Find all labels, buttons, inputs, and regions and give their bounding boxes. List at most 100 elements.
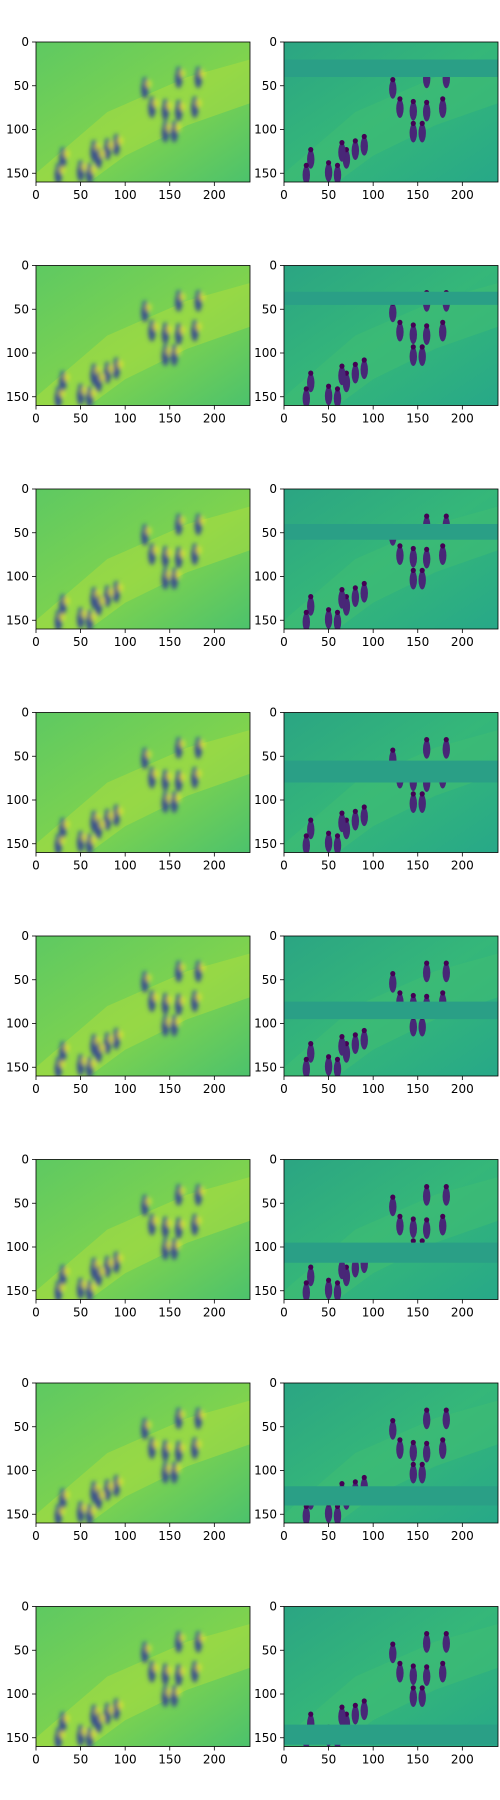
y-tick-label: 100 xyxy=(6,570,29,584)
y-tick-label: 100 xyxy=(254,1464,277,1478)
y-tick-label: 0 xyxy=(21,1600,29,1614)
y-tick-label: 100 xyxy=(254,1017,277,1031)
y-tick-label: 0 xyxy=(269,35,277,49)
image-panel-r5-c2: 0 50 100 150 200 0 50 100 150 xyxy=(254,929,498,1096)
x-tick-label: 200 xyxy=(203,412,226,426)
x-tick-label: 50 xyxy=(321,1306,336,1320)
x-tick-label: 0 xyxy=(32,412,40,426)
y-tick-label: 100 xyxy=(6,793,29,807)
y-tick-label: 150 xyxy=(6,1284,29,1298)
y-tick-label: 50 xyxy=(14,1420,29,1434)
x-tick-label: 200 xyxy=(451,1753,474,1767)
y-tick-label: 100 xyxy=(6,1017,29,1031)
y-tick-label: 100 xyxy=(254,1687,277,1701)
image-panel-r1-c1: 0 50 100 150 200 0 50 100 150 xyxy=(6,35,250,202)
x-tick-label: 200 xyxy=(203,1753,226,1767)
y-tick-label: 150 xyxy=(6,1507,29,1521)
y-tick-label: 50 xyxy=(14,749,29,763)
image-panel-r1-c2: 0 50 100 150 200050100150 xyxy=(254,35,498,202)
x-tick-label: 200 xyxy=(203,1306,226,1320)
x-tick-label: 100 xyxy=(114,1529,137,1543)
x-tick-label: 50 xyxy=(73,1529,88,1543)
y-tick-label: 50 xyxy=(14,973,29,987)
x-tick-label: 50 xyxy=(73,1306,88,1320)
image-panel-r5-c1: 0 50 100 150 200050100150 xyxy=(6,929,250,1096)
x-tick-label: 200 xyxy=(203,635,226,649)
x-tick-label: 200 xyxy=(203,1082,226,1096)
y-tick-label: 0 xyxy=(269,1376,277,1390)
x-tick-label: 100 xyxy=(362,412,385,426)
image-content xyxy=(284,266,498,408)
x-tick-label: 50 xyxy=(321,635,336,649)
y-tick-label: 50 xyxy=(262,526,277,540)
masked-band xyxy=(284,292,498,305)
x-tick-label: 150 xyxy=(406,1753,429,1767)
x-tick-label: 0 xyxy=(280,188,288,202)
y-tick-label: 0 xyxy=(21,1376,29,1390)
x-tick-label: 100 xyxy=(362,635,385,649)
image-content xyxy=(36,42,250,184)
y-tick-label: 0 xyxy=(21,35,29,49)
y-tick-label: 50 xyxy=(14,1643,29,1657)
x-tick-label: 100 xyxy=(362,1529,385,1543)
image-content xyxy=(36,1383,250,1525)
x-tick-label: 150 xyxy=(158,859,181,873)
image-content xyxy=(284,713,498,855)
x-tick-label: 0 xyxy=(32,1753,40,1767)
y-tick-label: 100 xyxy=(254,793,277,807)
x-tick-label: 50 xyxy=(321,188,336,202)
y-tick-label: 150 xyxy=(6,390,29,404)
y-tick-label: 50 xyxy=(262,1196,277,1210)
image-content xyxy=(284,1383,498,1525)
x-tick-label: 50 xyxy=(321,412,336,426)
x-tick-label: 200 xyxy=(451,412,474,426)
x-tick-label: 50 xyxy=(73,412,88,426)
y-tick-label: 150 xyxy=(254,613,277,627)
image-panel-r4-c1: 0 50 100 150 200050100150 xyxy=(6,706,250,873)
image-panel-r7-c2: 0 50 100 150 200050100150 xyxy=(254,1376,498,1543)
y-tick-label: 150 xyxy=(6,1731,29,1745)
y-tick-label: 150 xyxy=(254,166,277,180)
y-tick-label: 150 xyxy=(6,837,29,851)
x-tick-label: 200 xyxy=(451,188,474,202)
x-tick-label: 0 xyxy=(32,188,40,202)
x-tick-label: 0 xyxy=(280,1753,288,1767)
x-tick-label: 150 xyxy=(158,1529,181,1543)
image-panel-r8-c1: 0 50 100 150 200 0 50 100 150 xyxy=(6,1600,250,1767)
y-tick-label: 150 xyxy=(254,1284,277,1298)
x-tick-label: 100 xyxy=(114,635,137,649)
y-tick-label: 0 xyxy=(21,1153,29,1167)
x-tick-label: 200 xyxy=(203,188,226,202)
masked-band xyxy=(284,524,498,540)
x-tick-label: 150 xyxy=(406,1306,429,1320)
y-tick-label: 0 xyxy=(21,259,29,273)
x-tick-label: 150 xyxy=(406,188,429,202)
x-tick-label: 50 xyxy=(73,859,88,873)
image-panel-r3-c2: 0 50 100 150 200050100150 xyxy=(254,482,498,649)
x-tick-label: 200 xyxy=(451,859,474,873)
x-tick-label: 200 xyxy=(203,859,226,873)
y-tick-label: 150 xyxy=(254,837,277,851)
x-tick-label: 0 xyxy=(280,859,288,873)
y-tick-label: 150 xyxy=(6,613,29,627)
y-tick-label: 50 xyxy=(14,302,29,316)
x-tick-label: 150 xyxy=(406,1529,429,1543)
y-tick-label: 0 xyxy=(269,259,277,273)
x-tick-label: 150 xyxy=(158,1753,181,1767)
x-tick-label: 100 xyxy=(362,188,385,202)
y-tick-label: 100 xyxy=(254,570,277,584)
image-panel-r3-c1: 0 50 100 150 200050100150 xyxy=(6,482,250,649)
y-tick-label: 50 xyxy=(262,79,277,93)
x-tick-label: 100 xyxy=(114,859,137,873)
image-content xyxy=(36,266,250,408)
y-tick-label: 100 xyxy=(254,1240,277,1254)
y-tick-label: 0 xyxy=(269,1600,277,1614)
image-content xyxy=(284,1160,498,1302)
x-tick-label: 150 xyxy=(158,1082,181,1096)
x-tick-label: 150 xyxy=(406,1082,429,1096)
y-tick-label: 150 xyxy=(254,1060,277,1074)
x-tick-label: 100 xyxy=(362,859,385,873)
x-tick-label: 0 xyxy=(32,1529,40,1543)
image-content xyxy=(36,936,250,1078)
y-tick-label: 0 xyxy=(21,482,29,496)
